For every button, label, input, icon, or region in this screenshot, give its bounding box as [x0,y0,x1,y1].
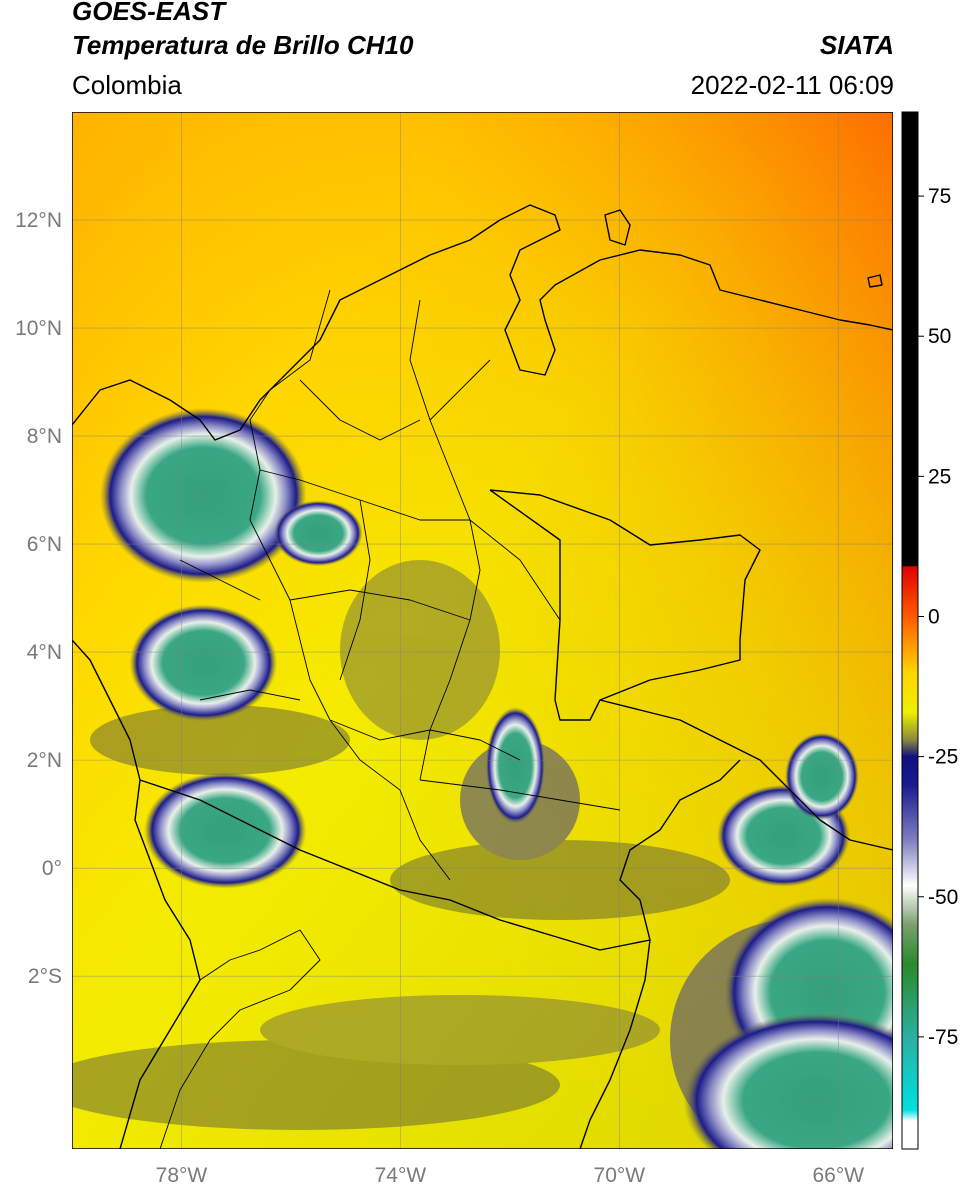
longitude-tick-label: 70°W [594,1164,646,1187]
colorbar-tick-label: 0 [928,605,940,628]
coastline-pacific [72,639,201,1149]
product-title: Temperatura de Brillo CH10 [72,30,414,60]
region-label: Colombia [72,70,182,100]
longitude-tick-label: 78°W [156,1164,208,1187]
colorbar-tick-label: 50 [928,325,951,348]
cloud-cell [129,604,278,722]
latitude-tick-label: 4°N [27,641,62,664]
latitude-tick-label: 12°N [15,209,62,232]
latitude-tick-labels: 12°N 10°N 8°N 6°N 4°N 2°N 0° 2°S [15,209,62,988]
latitude-tick-label: 10°N [15,317,62,340]
longitude-tick-label: 74°W [375,1164,427,1187]
latitude-tick-label: 2°S [28,965,62,988]
longitude-tick-label: 66°W [812,1164,864,1187]
colorbar: 75 50 25 0 -25 -50 -75 [901,111,958,1150]
colorbar-tick-label: -75 [928,1026,958,1049]
latitude-tick-label: 6°N [27,533,62,556]
colorbar-tick-label: 75 [928,185,951,208]
latitude-tick-label: 2°N [27,749,62,772]
coastline-caribbean [72,204,893,441]
island-curacao [604,209,631,246]
agency-label: SIATA [819,30,894,60]
colombia-border-south [139,759,741,951]
boundaries [72,204,893,1149]
cloud-cell [485,707,545,824]
latitude-tick-label: 8°N [27,425,62,448]
cloud-cell [273,500,363,567]
colorbar-tick-label: -50 [928,886,958,909]
longitude-tick-labels: 78°W 74°W 70°W 66°W [156,1164,865,1187]
cloud-cell [784,732,859,821]
cloud-cell [143,772,307,889]
colorbar-bar [901,111,919,1150]
department-borders [179,289,621,881]
graticule [72,112,893,1149]
colorbar-tick-label: 25 [928,465,951,488]
peru-brazil-border [579,939,651,1149]
latitude-tick-label: 0° [42,857,62,880]
island-trinidad [867,274,883,288]
map-panel [72,112,893,1149]
colorbar-ticks: 75 50 25 0 -25 -50 -75 [918,185,958,1049]
colorbar-tick-label: -25 [928,746,958,769]
cloud-cell [683,1012,893,1149]
satellite-title: GOES-EAST [72,0,226,26]
datetime-label: 2022-02-11 06:09 [690,70,894,100]
cloud-cell [99,407,307,583]
colombia-border-east [489,489,761,721]
venezuela-brazil-border [599,699,893,851]
ecuador-peru-border [159,929,321,1149]
